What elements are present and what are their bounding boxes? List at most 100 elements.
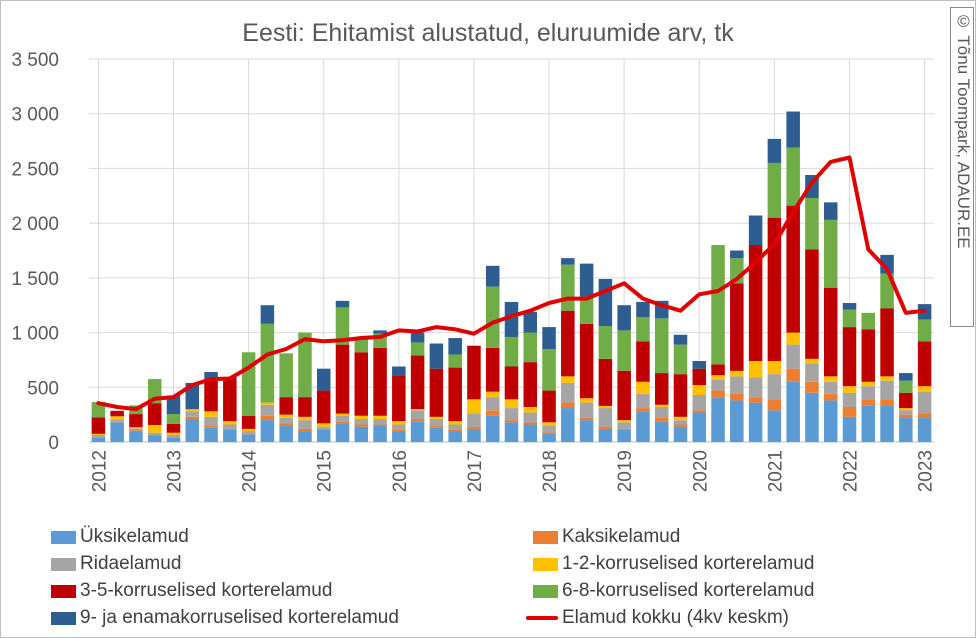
bar-segment-s6 (823, 202, 838, 220)
bar-segment-s3 (448, 421, 462, 425)
bar-segment-s1 (673, 424, 688, 427)
bar-segment-s4 (805, 249, 819, 359)
bar-segment-s3 (917, 386, 932, 392)
bar-segment-s0 (373, 425, 387, 442)
bar-segment-s1 (316, 428, 331, 430)
bar-segment-s2 (260, 404, 275, 416)
bar-segment-s4 (316, 390, 331, 424)
bar-segment-s5 (842, 309, 857, 328)
bar-segment-s6 (767, 138, 782, 163)
bar-segment-s1 (617, 428, 631, 430)
bar-segment-s2 (579, 402, 594, 418)
bar-segment-s3 (823, 376, 838, 382)
legend-swatch (51, 530, 76, 544)
bar-segment-s2 (598, 408, 613, 427)
x-tick-label: 2016 (390, 450, 411, 492)
bar-segment-s3 (204, 411, 218, 417)
bar-segment-s5 (448, 354, 462, 368)
bar-segment-s5 (279, 353, 293, 398)
bar-segment-s0 (598, 428, 613, 442)
bar-segment-s0 (805, 392, 819, 442)
bar-segment-s1 (711, 390, 725, 398)
bar-segment-s4 (899, 392, 913, 409)
bar-segment-s5 (410, 342, 425, 356)
bar-segment-s3 (786, 332, 800, 345)
bar-segment-s5 (711, 245, 725, 365)
bar-segment-s1 (223, 428, 237, 430)
bar-segment-s0 (147, 435, 162, 442)
bar-segment-s4 (241, 415, 256, 429)
legend-item-uksikelamud: Üksikelamud (51, 526, 189, 548)
bar-segment-s6 (429, 343, 444, 369)
bar-segment-s6 (617, 305, 631, 331)
bar-segment-s2 (823, 381, 838, 394)
bar-segment-s3 (298, 416, 312, 421)
bar-segment-s5 (899, 380, 913, 393)
bar-segment-s4 (823, 287, 838, 377)
bar-segment-s4 (335, 344, 350, 414)
bar-segment-s4 (767, 217, 782, 362)
bar-segment-s4 (579, 323, 594, 399)
legend-item-9-ja-enama: 9- ja enamakorruselised korterelamud (51, 607, 399, 629)
bar-segment-s2 (542, 425, 556, 433)
legend-label: Kaksikelamud (562, 526, 681, 547)
bar-segment-s6 (523, 311, 538, 333)
bar-segment-s2 (392, 424, 406, 430)
bar-segment-s4 (298, 397, 312, 417)
bar-segment-s0 (917, 417, 932, 442)
legend-swatch (51, 611, 76, 625)
bar-segment-s4 (861, 329, 876, 382)
bar-segment-s3 (504, 399, 519, 409)
bar-segment-s3 (767, 361, 782, 375)
bar-segment-s1 (448, 429, 462, 432)
legend-swatch (533, 557, 558, 571)
bar-segment-s4 (129, 414, 143, 428)
legend-item-3-5-korruselised: 3-5-korruselised korterelamud (51, 580, 332, 602)
bar-segment-s1 (204, 425, 218, 428)
bar-segment-s6 (673, 334, 688, 345)
bar-segment-s1 (880, 399, 894, 406)
bar-segment-s0 (748, 402, 763, 442)
bar-segment-s1 (823, 393, 838, 401)
bar-segment-s5 (617, 330, 631, 371)
bar-segment-s5 (335, 307, 350, 345)
legend-item-ridaelamud: Ridaelamud (51, 553, 181, 575)
bar-segment-s2 (448, 424, 462, 430)
bar-segment-s1 (561, 402, 575, 409)
bar-segment-s3 (636, 381, 650, 394)
bar-segment-s3 (241, 428, 256, 432)
bar-segment-s1 (917, 413, 932, 418)
bar-segment-s4 (673, 374, 688, 417)
bar-segment-s6 (392, 366, 406, 376)
bar-segment-s3 (542, 422, 556, 426)
bar-segment-s0 (561, 408, 575, 442)
bar-segment-s6 (786, 111, 800, 148)
bar-segment-s6 (204, 371, 218, 379)
bar-segment-s4 (392, 375, 406, 422)
bar-segment-s1 (504, 420, 519, 423)
bar-segment-s3 (185, 409, 200, 412)
bar-segment-s5 (673, 344, 688, 375)
legend-item-1-2-korruselised: 1-2-korruselised korterelamud (533, 553, 814, 575)
bar-segment-s4 (711, 364, 725, 376)
bar-segment-s6 (730, 250, 744, 259)
bar-segment-s4 (842, 327, 857, 387)
legend-label: Elamud kokku (4kv keskm) (562, 607, 790, 628)
bar-segment-s5 (636, 317, 650, 342)
bar-segment-s3 (805, 358, 819, 364)
bar-segment-s2 (767, 374, 782, 400)
bar-segment-s2 (880, 380, 894, 400)
bar-segment-s3 (485, 391, 500, 398)
bar-segment-s6 (485, 265, 500, 287)
bar-segment-s2 (485, 397, 500, 411)
bar-segment-s3 (748, 361, 763, 378)
bar-segment-s4 (223, 377, 237, 422)
line-elamud-kokku (96, 155, 927, 412)
bar-segment-s0 (711, 397, 725, 442)
bar-segment-s0 (91, 437, 106, 442)
legend-item-kaksikelamud: Kaksikelamud (533, 526, 680, 548)
bar-segment-s0 (429, 427, 444, 442)
bar-segment-s3 (579, 398, 594, 403)
bar-segment-s6 (542, 327, 556, 349)
bar-segment-s3 (223, 421, 237, 425)
